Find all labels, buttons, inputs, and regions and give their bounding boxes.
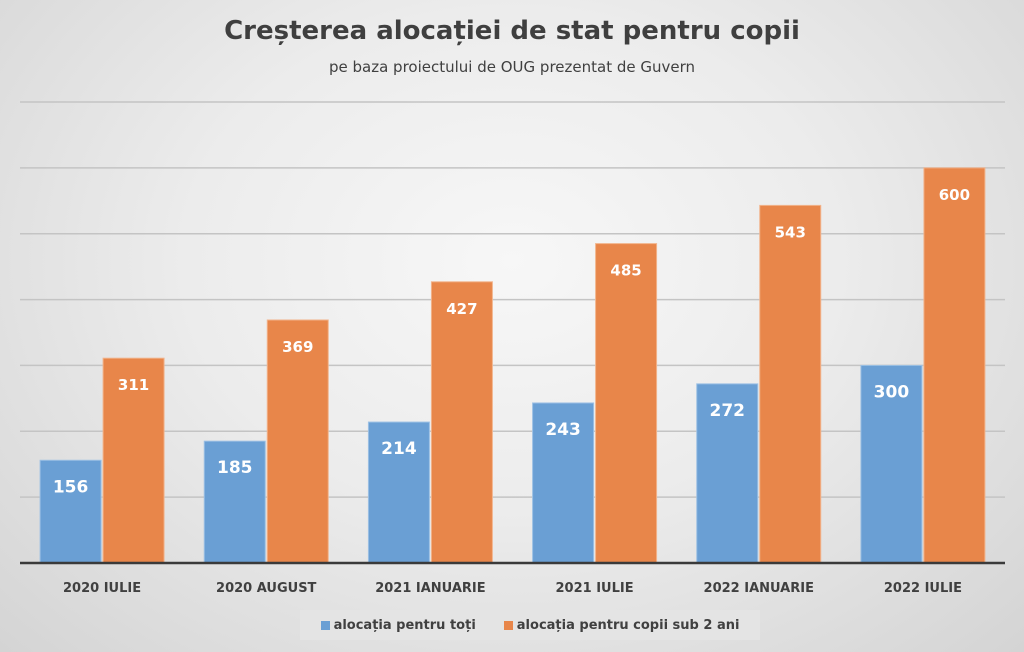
data-label: 600 — [939, 186, 970, 204]
data-label: 369 — [282, 338, 313, 356]
x-tick-label: 2020 IULIE — [63, 581, 141, 596]
data-label: 185 — [217, 458, 253, 478]
data-label: 272 — [710, 401, 746, 421]
data-label: 427 — [446, 300, 477, 318]
legend-label: alocația pentru copii sub 2 ani — [516, 617, 740, 633]
x-tick-label: 2020 AUGUST — [216, 581, 317, 596]
bar-chart: 156 311 185 369 214 427 243 485 272 543 300 600 202… — [20, 101, 1005, 596]
data-label: 300 — [874, 382, 910, 402]
data-label: 543 — [775, 223, 806, 241]
bar-orange — [430, 281, 493, 564]
data-label: 485 — [610, 262, 641, 280]
x-tick-labels: 2020 IULIE 2020 AUGUST 2021 IANUARIE 2021 I… — [63, 581, 962, 596]
bar-orange — [595, 243, 658, 564]
chart-subtitle: pe baza proiectului de OUG prezentat de … — [328, 58, 696, 76]
bar-blue — [860, 364, 923, 564]
x-tick-label: 2021 IULIE — [556, 581, 634, 596]
bar-blue — [367, 421, 430, 564]
bar-blue — [203, 440, 266, 564]
bar-orange — [266, 319, 329, 564]
x-tick-label: 2022 IANUARIE — [704, 581, 814, 596]
bar-blue — [696, 383, 759, 564]
x-tick-label: 2021 IANUARIE — [375, 581, 485, 596]
legend-swatch-orange — [503, 620, 513, 630]
bar-orange — [759, 204, 822, 564]
bar-orange — [923, 167, 986, 564]
legend: alocația pentru toți alocația pentru cop… — [300, 610, 760, 640]
legend-label: alocația pentru toți — [333, 617, 476, 633]
x-tick-label: 2022 IULIE — [884, 581, 962, 596]
legend-swatch-blue — [320, 620, 330, 630]
data-label: 214 — [381, 439, 417, 459]
bars: 156 311 185 369 214 427 243 485 272 543 300 600 — [39, 167, 986, 564]
bar-blue — [532, 402, 595, 564]
chart-title: Creșterea alocației de stat pentru copii — [224, 16, 800, 46]
data-label: 243 — [545, 420, 581, 440]
data-label: 311 — [118, 376, 149, 394]
legend-item-series-1: alocația pentru copii sub 2 ani — [503, 617, 740, 633]
gridlines — [20, 101, 1005, 498]
data-label: 156 — [53, 477, 89, 497]
bar-blue — [39, 459, 102, 564]
legend-item-series-0: alocația pentru toți — [320, 617, 476, 633]
